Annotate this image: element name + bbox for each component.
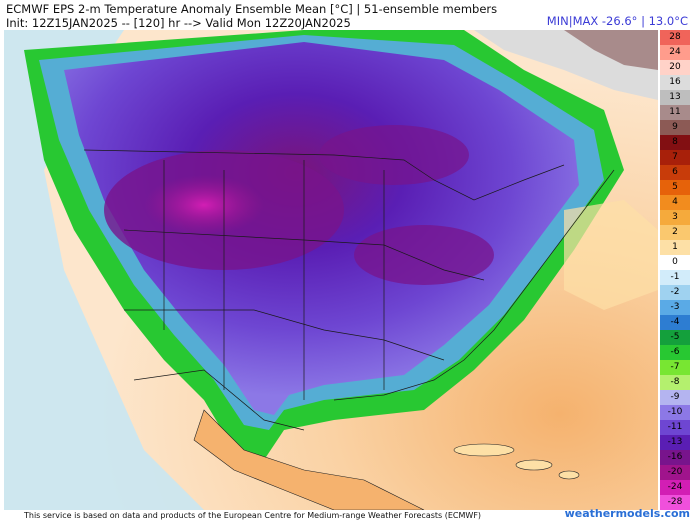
- atlantic-anomaly: [564, 200, 658, 310]
- colorbar-label: 28: [669, 32, 681, 42]
- colorbar-cell: [660, 300, 690, 315]
- colorbar-label: 20: [669, 62, 681, 72]
- colorbar-cell: [660, 405, 690, 420]
- colorbar-cell: [660, 360, 690, 375]
- colorbar-cell: [660, 180, 690, 195]
- colorbar-cell: [660, 240, 690, 255]
- colorbar-cell: [660, 285, 690, 300]
- colorbar-label: -2: [670, 287, 680, 297]
- colorbar-label: -6: [670, 347, 680, 357]
- colorbar-label: 4: [672, 197, 678, 207]
- colorbar-label: 5: [672, 182, 678, 192]
- colorbar-cell: [660, 90, 690, 105]
- colorbar-label: 0: [672, 257, 678, 267]
- min-max-readout: MIN|MAX -26.6° | 13.0°C: [546, 14, 688, 28]
- deep-cold-midwest: [354, 225, 494, 285]
- colorbar-label: 16: [669, 77, 681, 87]
- colorbar-label: 7: [672, 152, 678, 162]
- colorbar-cell: [660, 150, 690, 165]
- colorbar-cell: [660, 105, 690, 120]
- deep-cold-canada: [319, 125, 469, 185]
- colorbar-cell: [660, 375, 690, 390]
- colorbar-cell: [660, 45, 690, 60]
- colorbar-cell: [660, 495, 690, 510]
- colorbar-cell: [660, 195, 690, 210]
- map-canvas: [4, 30, 658, 510]
- colorbar-label: 11: [669, 107, 681, 117]
- brand-logo: weathermodels.com: [564, 507, 690, 520]
- colorbar-cell: [660, 210, 690, 225]
- colorbar-cell: [660, 75, 690, 90]
- anomaly-map: [4, 30, 658, 510]
- colorbar-cell: [660, 450, 690, 465]
- colorbar-label: -10: [667, 407, 683, 417]
- colorbar-cell: [660, 465, 690, 480]
- colorbar-label: -16: [667, 452, 683, 462]
- arctic-very-warm-area: [564, 30, 658, 70]
- colorbar-label: -1: [670, 272, 680, 282]
- colorbar-cell: [660, 390, 690, 405]
- colorbar-cell: [660, 420, 690, 435]
- colorbar-cell: [660, 225, 690, 240]
- colorbar-label: 6: [672, 167, 678, 177]
- colorbar-label: 24: [669, 47, 681, 57]
- caribbean-islands: [453, 443, 580, 480]
- colorbar-label: -13: [667, 437, 683, 447]
- extreme-cold-core: [144, 175, 264, 235]
- colorbar-cell: [660, 165, 690, 180]
- colorbar-label: -4: [670, 317, 680, 327]
- colorbar-label: 9: [672, 122, 678, 132]
- central-america-land: [193, 409, 425, 510]
- map-title: ECMWF EPS 2-m Temperature Anomaly Ensemb…: [6, 2, 498, 16]
- colorbar-label: -8: [670, 377, 680, 387]
- init-valid-line: Init: 12Z15JAN2025 -- [120] hr --> Valid…: [6, 16, 351, 30]
- colorbar-cell: [660, 480, 690, 495]
- ecmwf-credit: This service is based on data and produc…: [24, 511, 482, 520]
- colorbar-label: -5: [670, 332, 680, 342]
- colorbar-label: -28: [667, 497, 683, 507]
- political-borders: [83, 149, 615, 431]
- colorbar-label: -11: [667, 422, 683, 432]
- colorbar-cell: [660, 60, 690, 75]
- colorbar-cell: [660, 270, 690, 285]
- colorbar-label: 13: [669, 92, 681, 102]
- colorbar-cell: [660, 30, 690, 45]
- colorbar-cell: [660, 345, 690, 360]
- colorbar-label: 2: [672, 227, 678, 237]
- colorbar-cell: [660, 120, 690, 135]
- header: ECMWF EPS 2-m Temperature Anomaly Ensemb…: [0, 0, 696, 30]
- colorbar-label: -7: [670, 362, 680, 372]
- colorbar-legend: 28 24 20 16 13 11 9 8 7 6 5 4 3 2 1 0 -1 -2 -3 -4 -5 -6 -7 -8 -9…: [660, 30, 690, 510]
- colorbar-label: -20: [667, 467, 683, 477]
- colorbar-label: -24: [667, 482, 683, 492]
- colorbar-cell: [660, 435, 690, 450]
- colorbar-label: 8: [672, 137, 678, 147]
- colorbar-cell: [660, 330, 690, 345]
- colorbar-label: -3: [670, 302, 680, 312]
- colorbar-cell: [660, 315, 690, 330]
- colorbar-label: -9: [670, 392, 680, 402]
- colorbar-label: 3: [672, 212, 678, 222]
- colorbar-cell: [660, 135, 690, 150]
- colorbar-cell: [660, 255, 690, 270]
- colorbar-label: 1: [672, 242, 678, 252]
